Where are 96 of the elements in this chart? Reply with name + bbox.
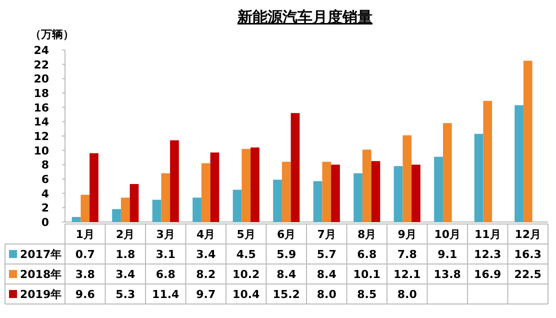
y-axis-title: （万辆） [30, 28, 74, 41]
data-label: 0.7 [75, 248, 95, 261]
y-tick-label: 2 [41, 202, 49, 215]
y-tick-label: 22 [34, 58, 49, 72]
y-tick-label: 18 [34, 87, 49, 100]
y-tick-label: 10 [34, 144, 50, 158]
bar [232, 190, 242, 222]
data-label: 12.3 [474, 248, 502, 261]
data-label: 8.2 [196, 268, 216, 281]
data-label: 8.4 [276, 268, 296, 281]
bar [242, 148, 251, 222]
bar [474, 134, 484, 222]
data-label: 11.4 [152, 288, 180, 301]
x-tick-label: 12月 [514, 228, 542, 241]
y-tick-label: 20 [34, 72, 50, 86]
data-label: 10.4 [232, 288, 260, 301]
bar [250, 147, 260, 222]
y-tick-label: 8 [41, 158, 49, 172]
data-label: 3.4 [116, 268, 136, 281]
bar [412, 164, 420, 222]
bar [130, 184, 139, 222]
legend-label: 2018年 [20, 268, 62, 281]
x-tick-label: 9月 [398, 228, 416, 241]
bar [273, 180, 282, 222]
bar [72, 216, 81, 222]
y-tick-label: 14 [34, 116, 50, 129]
x-tick-label: 4月 [196, 228, 216, 241]
y-tick-label: 6 [41, 173, 50, 186]
data-label: 6.8 [357, 248, 377, 261]
x-tick-label: 7月 [317, 228, 336, 241]
data-label: 13.8 [434, 268, 461, 281]
bar [483, 100, 492, 222]
data-label: 4.5 [236, 248, 256, 261]
x-tick-label: 5月 [236, 228, 256, 241]
legend-label: 2017年 [20, 248, 62, 261]
bar [161, 173, 170, 222]
data-label: 5.3 [116, 288, 136, 301]
data-label: 8.4 [316, 268, 337, 281]
bar [523, 60, 532, 222]
y-tick-label: 24 [34, 44, 50, 57]
data-label: 3.8 [75, 268, 95, 281]
bar [331, 164, 340, 222]
data-label: 5.9 [276, 248, 296, 261]
x-tick-label: 2月 [116, 228, 135, 241]
data-label: 8.0 [316, 288, 337, 301]
bar [290, 113, 300, 222]
bar [371, 161, 380, 222]
data-label: 1.8 [116, 248, 136, 261]
bar [514, 105, 524, 222]
bar [434, 156, 443, 222]
bar [362, 150, 372, 222]
bar [210, 152, 220, 222]
data-label: 9.1 [438, 248, 458, 261]
bar [170, 140, 179, 222]
bar [192, 198, 202, 222]
bar [322, 162, 332, 222]
y-tick-label: 16 [34, 101, 50, 114]
data-label: 3.1 [156, 248, 176, 261]
bar [313, 181, 322, 222]
bar [112, 209, 121, 222]
data-label: 12.1 [394, 268, 421, 281]
bar [442, 123, 452, 222]
data-label: 16.9 [474, 268, 502, 281]
bar [402, 135, 412, 222]
y-tick-label: 0 [41, 216, 50, 229]
x-tick-label: 8月 [358, 228, 376, 241]
x-tick-label: 3月 [156, 228, 175, 241]
bar [120, 198, 130, 222]
data-label: 8.0 [397, 288, 418, 301]
bar [152, 200, 162, 222]
data-label: 15.2 [272, 288, 300, 301]
x-tick-label: 10月 [434, 228, 461, 241]
bar [282, 162, 291, 222]
data-label: 3.4 [196, 248, 216, 261]
x-tick-label: 11月 [474, 228, 501, 241]
data-label: 6.8 [156, 268, 176, 281]
x-tick-label: 1月 [76, 228, 94, 241]
data-label: 16.3 [514, 248, 542, 261]
data-label: 9.7 [196, 288, 216, 301]
bar [201, 163, 210, 222]
data-label: 8.5 [357, 288, 377, 301]
bar [80, 194, 90, 222]
y-tick-label: 4 [41, 187, 50, 200]
y-tick-label: 12 [34, 130, 49, 143]
chart-title: 新能源汽车月度销量 [236, 8, 372, 26]
bar [90, 153, 98, 222]
x-tick-label: 6月 [277, 228, 296, 241]
bar [394, 166, 403, 222]
bar [354, 173, 362, 222]
legend-label: 2019年 [20, 288, 62, 301]
data-label: 10.2 [232, 268, 260, 281]
data-label: 7.8 [397, 248, 417, 261]
data-label: 22.5 [514, 268, 542, 281]
data-label: 10.1 [353, 268, 380, 281]
data-label: 9.6 [75, 288, 96, 301]
data-label: 5.7 [316, 248, 336, 261]
